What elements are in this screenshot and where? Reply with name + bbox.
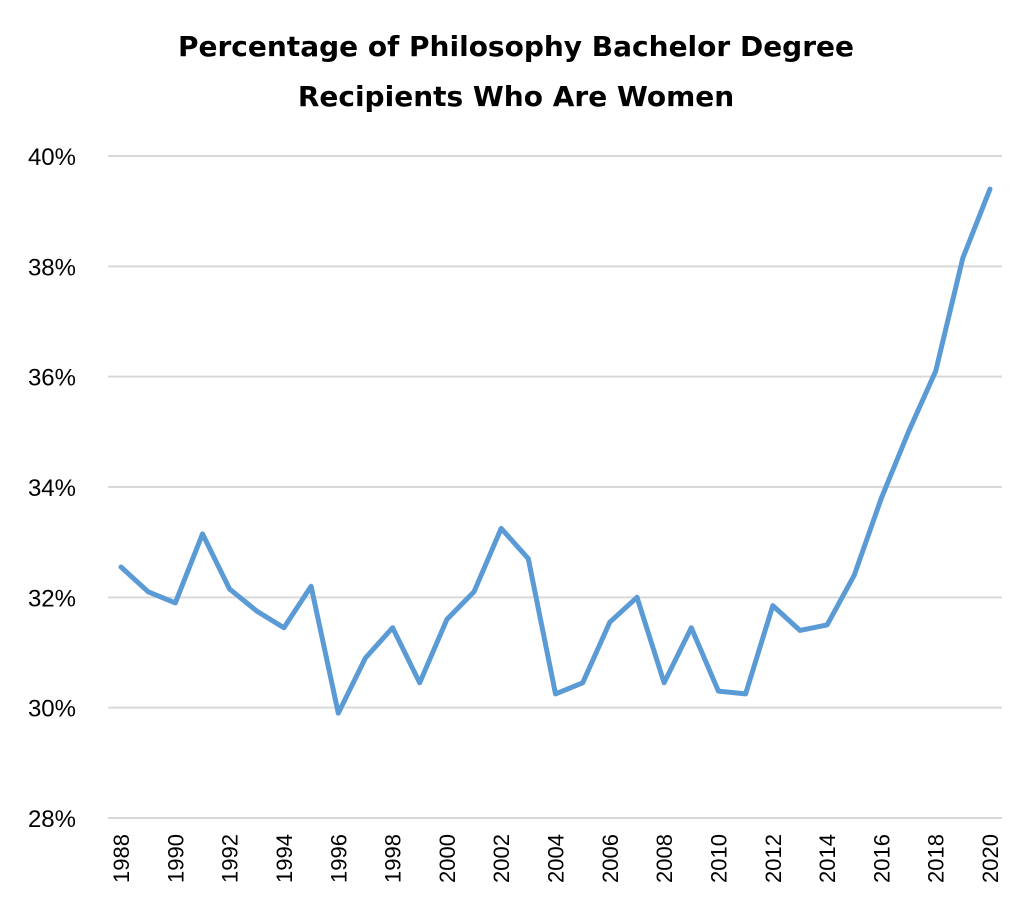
series-group [118, 186, 993, 716]
x-tick-label: 1996 [326, 834, 351, 883]
x-tick-label: 2000 [435, 834, 460, 883]
chart-title-line-1: Percentage of Philosophy Bachelor Degree [177, 30, 855, 63]
y-axis-ticks: 40% 38% 36% 34% 32% 30% 28% [28, 144, 76, 833]
x-tick-label: 2016 [869, 834, 894, 883]
x-tick-label: 2004 [544, 834, 569, 883]
x-tick-label: 1994 [272, 834, 297, 883]
y-tick-label: 30% [28, 696, 76, 723]
x-tick-label: 2006 [598, 834, 623, 883]
y-tick-label: 32% [28, 585, 76, 612]
x-tick-label: 2002 [489, 834, 514, 883]
x-tick-label: 2020 [978, 834, 1003, 883]
chart-title: Percentage of Philosophy Bachelor Degree… [0, 22, 1024, 122]
x-tick-label: 1990 [163, 834, 188, 883]
y-tick-label: 34% [28, 475, 76, 502]
x-tick-label: 2018 [924, 834, 949, 883]
x-tick-label: 2008 [652, 834, 677, 883]
x-tick-label: 2012 [761, 834, 786, 883]
series-line [118, 186, 993, 716]
x-tick-label: 1992 [218, 834, 243, 883]
y-tick-label: 28% [28, 806, 76, 833]
x-axis-ticks: 1988 1990 1992 1994 1996 1998 2000 2002 2004 2006… [109, 834, 1003, 883]
y-tick-label: 36% [28, 365, 76, 392]
y-tick-label: 38% [28, 254, 76, 281]
x-tick-label: 2014 [815, 834, 840, 883]
y-tick-label: 40% [28, 144, 76, 171]
x-tick-label: 1988 [109, 834, 134, 883]
x-tick-label: 2010 [706, 834, 731, 883]
chart-title-line-2: Recipients Who Are Women [297, 80, 735, 113]
gridlines [108, 155, 1002, 819]
x-tick-label: 1998 [381, 834, 406, 883]
